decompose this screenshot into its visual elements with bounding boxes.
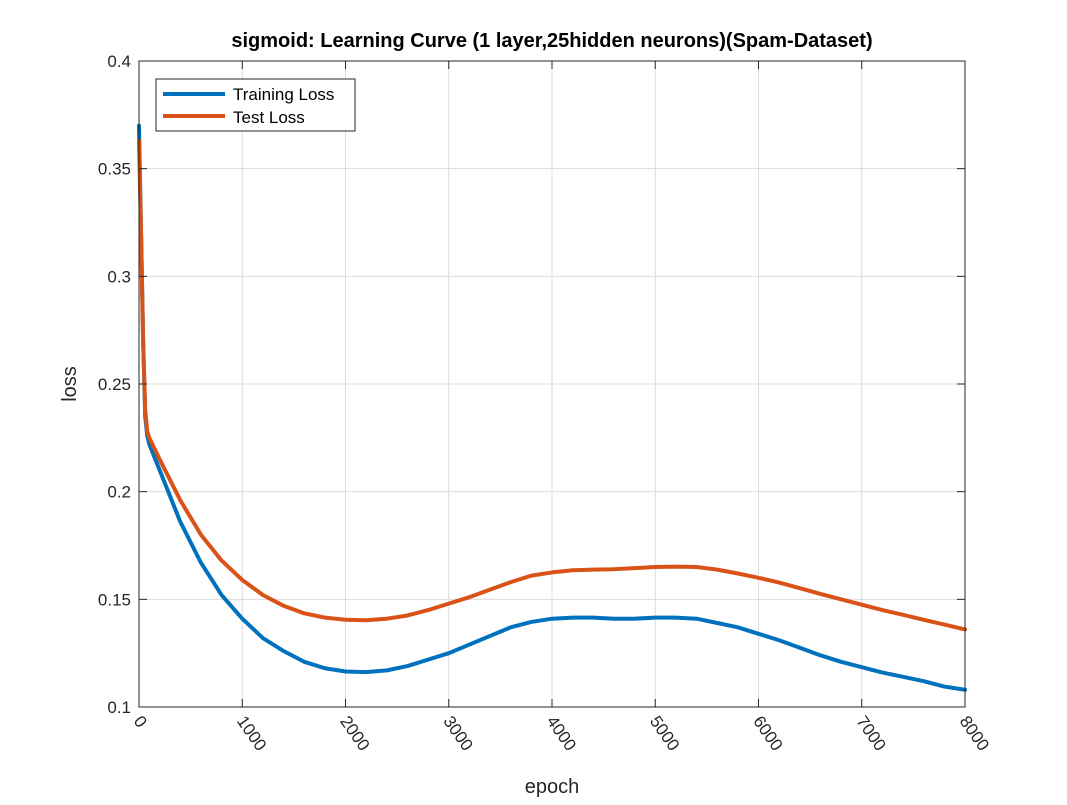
y-axis-label: loss <box>59 366 81 402</box>
y-tick-label: 0.2 <box>107 483 131 502</box>
x-axis-label: epoch <box>525 776 580 798</box>
y-tick-label: 0.3 <box>107 267 131 286</box>
y-tick-label: 0.15 <box>98 590 131 609</box>
legend: Training Loss Test Loss <box>155 78 356 132</box>
series-line-training-loss <box>137 123 967 692</box>
chart-title: sigmoid: Learning Curve (1 layer,25hidde… <box>231 30 872 52</box>
series-layer <box>137 123 967 692</box>
y-tick-label: 0.4 <box>107 52 131 71</box>
legend-label-test-loss: Test Loss <box>233 108 305 127</box>
y-tick-label: 0.25 <box>98 375 131 394</box>
legend-label-training-loss: Training Loss <box>233 85 334 104</box>
y-tick-label: 0.1 <box>107 698 131 717</box>
series-line-test-loss <box>137 138 967 632</box>
legend-box <box>155 78 356 132</box>
grid <box>139 61 965 707</box>
y-tick-label: 0.35 <box>98 160 131 179</box>
